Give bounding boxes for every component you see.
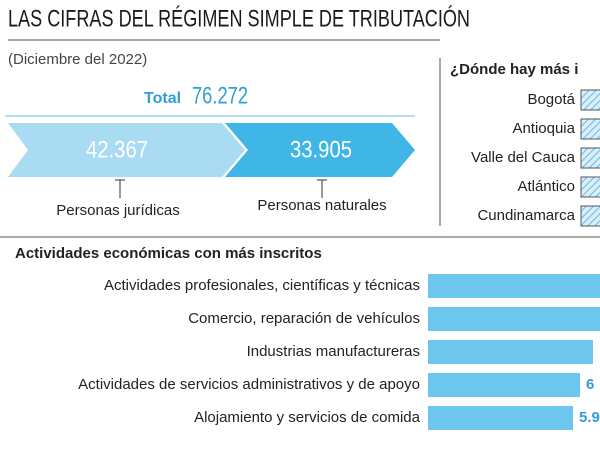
total-label: Total	[144, 90, 181, 107]
activity-bar	[428, 406, 573, 430]
regions: Bogotá Antioquia Valle del Cauca Atlántico C…	[471, 89, 600, 227]
region-name: Bogotá	[527, 91, 575, 108]
activity-bar	[428, 340, 593, 364]
title: LAS CIFRAS DEL RÉGIMEN SIMPLE DE TRIBUTA…	[8, 5, 470, 32]
region-name: Cundinamarca	[477, 207, 575, 224]
segment-shape	[8, 123, 245, 177]
region-name: Valle del Cauca	[471, 149, 576, 166]
region-bar	[580, 147, 600, 169]
region-bar	[580, 89, 600, 111]
region-name: Antioquia	[512, 120, 575, 137]
activities: Actividades profesionales, científicas y…	[78, 274, 600, 430]
regions-title: ¿Dónde hay más i	[450, 61, 578, 78]
activity-bar	[428, 274, 600, 298]
segment-value: 33.905	[290, 136, 352, 163]
region-name: Atlántico	[517, 178, 575, 195]
activity-name: Industrias manufactureras	[247, 343, 420, 360]
segment-label: Personas jurídicas	[56, 202, 179, 219]
segment-value: 42.367	[86, 136, 148, 163]
segment-label: Personas naturales	[257, 197, 386, 214]
activity-value: 6	[586, 376, 594, 393]
activity-value: 5.9	[579, 409, 600, 426]
region-bar	[580, 205, 600, 227]
region-bar	[580, 118, 600, 140]
activity-name: Comercio, reparación de vehículos	[188, 310, 420, 327]
activity-name: Alojamiento y servicios de comida	[194, 409, 421, 426]
activity-bar	[428, 307, 600, 331]
activity-name: Actividades profesionales, científicas y…	[104, 277, 420, 294]
total-value: 76.272	[192, 82, 248, 109]
activity-bar	[428, 373, 580, 397]
subtitle: (Diciembre del 2022)	[8, 51, 147, 68]
segment-shape	[225, 123, 415, 177]
activities-title: Actividades económicas con más inscritos	[15, 245, 322, 262]
region-bar	[580, 176, 600, 198]
activity-name: Actividades de servicios administrativos…	[78, 376, 420, 393]
